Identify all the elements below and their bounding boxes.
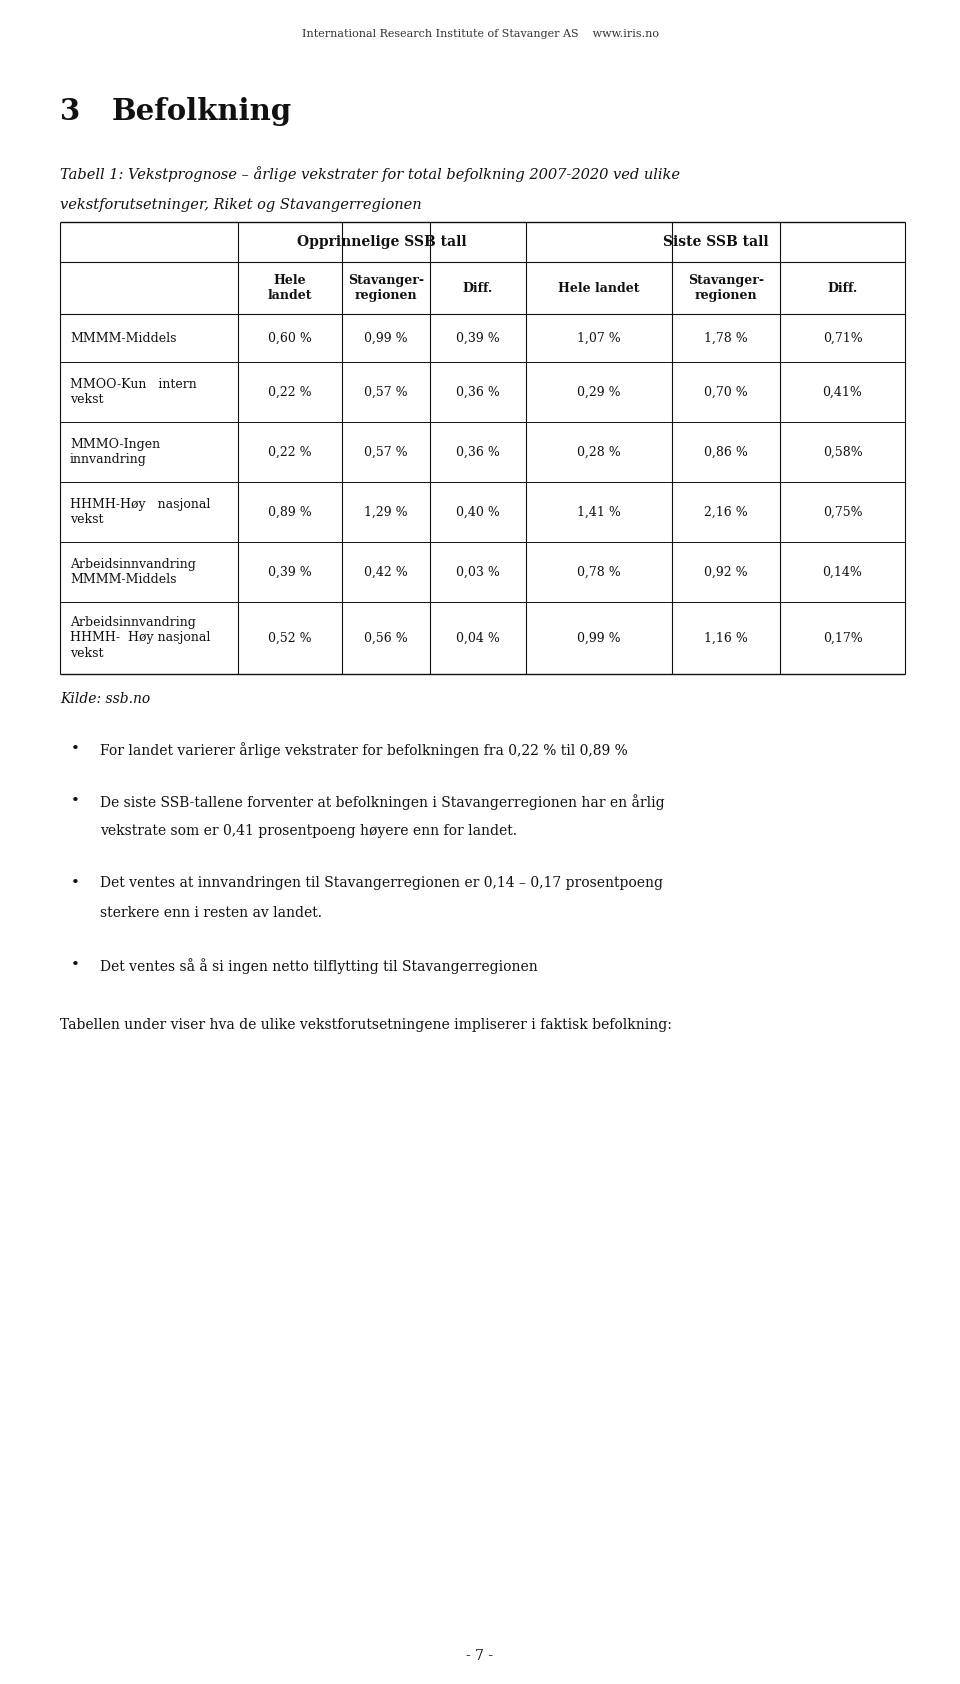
Text: 0,57 %: 0,57 % [364,386,408,399]
Text: 0,14%: 0,14% [823,566,862,579]
Text: 0,22 %: 0,22 % [268,446,312,458]
Text: 0,75%: 0,75% [823,505,862,519]
Text: Arbeidsinnvandring
MMMM-Middels: Arbeidsinnvandring MMMM-Middels [70,557,196,586]
Text: 0,42 %: 0,42 % [364,566,408,579]
Text: 0,04 %: 0,04 % [456,632,500,645]
Text: Tabellen under viser hva de ulike vekstforutsetningene impliserer i faktisk befo: Tabellen under viser hva de ulike vekstf… [60,1019,672,1032]
Text: 0,99 %: 0,99 % [364,332,408,345]
Text: 0,57 %: 0,57 % [364,446,408,458]
Text: 1,07 %: 1,07 % [577,332,621,345]
Text: 1,41 %: 1,41 % [577,505,621,519]
Text: vekstforutsetninger, Riket og Stavangerregionen: vekstforutsetninger, Riket og Stavangerr… [60,199,421,212]
Text: Tabell 1: Vekstprognose – årlige vekstrater for total befolkning 2007-2020 ved u: Tabell 1: Vekstprognose – årlige vekstra… [60,167,680,182]
Text: MMMO-Ingen
innvandring: MMMO-Ingen innvandring [70,438,160,466]
Text: 0,28 %: 0,28 % [577,446,621,458]
Text: •: • [71,876,80,891]
Text: 0,39 %: 0,39 % [456,332,500,345]
Text: Diff.: Diff. [828,281,857,295]
Text: vekstrate som er 0,41 prosentpoeng høyere enn for landet.: vekstrate som er 0,41 prosentpoeng høyer… [100,823,517,839]
Text: 0,36 %: 0,36 % [456,386,500,399]
Text: 0,29 %: 0,29 % [577,386,621,399]
Text: Stavanger-
regionen: Stavanger- regionen [348,274,424,301]
Text: 1,16 %: 1,16 % [704,632,748,645]
Text: Diff.: Diff. [463,281,493,295]
Text: Kilde: ssb.no: Kilde: ssb.no [60,692,151,706]
Text: Arbeidsinnvandring
HHMH-  Høy nasjonal
vekst: Arbeidsinnvandring HHMH- Høy nasjonal ve… [70,616,210,660]
Text: 0,78 %: 0,78 % [577,566,621,579]
Text: 0,60 %: 0,60 % [268,332,312,345]
Text: For landet varierer årlige vekstrater for befolkningen fra 0,22 % til 0,89 %: For landet varierer årlige vekstrater fo… [100,743,628,758]
Text: •: • [71,793,80,808]
Text: 0,89 %: 0,89 % [268,505,312,519]
Text: 0,56 %: 0,56 % [364,632,408,645]
Text: 3: 3 [60,98,81,126]
Text: Det ventes så å si ingen netto tilflytting til Stavangerregionen: Det ventes så å si ingen netto tilflytti… [100,958,538,973]
Text: 0,70 %: 0,70 % [704,386,748,399]
Text: 0,41%: 0,41% [823,386,862,399]
Text: 1,29 %: 1,29 % [364,505,408,519]
Text: 0,17%: 0,17% [823,632,862,645]
Text: 0,58%: 0,58% [823,446,862,458]
Text: Befolkning: Befolkning [112,98,292,126]
Text: International Research Institute of Stavanger AS    www.iris.no: International Research Institute of Stav… [301,29,659,39]
Text: Hele
landet: Hele landet [268,274,312,301]
Text: Hele landet: Hele landet [559,281,639,295]
Text: 0,40 %: 0,40 % [456,505,500,519]
Text: - 7 -: - 7 - [467,1649,493,1664]
Text: HHMH-Høy   nasjonal
vekst: HHMH-Høy nasjonal vekst [70,498,210,525]
Text: 0,39 %: 0,39 % [268,566,312,579]
Text: 0,71%: 0,71% [823,332,862,345]
Text: 0,52 %: 0,52 % [268,632,312,645]
Text: 0,92 %: 0,92 % [705,566,748,579]
Text: sterkere enn i resten av landet.: sterkere enn i resten av landet. [100,906,322,919]
Text: Siste SSB tall: Siste SSB tall [662,236,768,249]
Text: Opprinnelige SSB tall: Opprinnelige SSB tall [298,236,467,249]
Text: 1,78 %: 1,78 % [704,332,748,345]
Text: De siste SSB-tallene forventer at befolkningen i Stavangerregionen har en årlig: De siste SSB-tallene forventer at befolk… [100,793,664,810]
Text: 2,16 %: 2,16 % [704,505,748,519]
Text: Stavanger-
regionen: Stavanger- regionen [688,274,764,301]
Text: 0,22 %: 0,22 % [268,386,312,399]
Text: 0,03 %: 0,03 % [456,566,500,579]
Text: 0,86 %: 0,86 % [704,446,748,458]
Text: MMMM-Middels: MMMM-Middels [70,332,177,345]
Text: •: • [71,743,80,756]
Text: 0,36 %: 0,36 % [456,446,500,458]
Text: •: • [71,958,80,972]
Text: MMOO-Kun   intern
vekst: MMOO-Kun intern vekst [70,377,197,406]
Text: Det ventes at innvandringen til Stavangerregionen er 0,14 – 0,17 prosentpoeng: Det ventes at innvandringen til Stavange… [100,876,663,891]
Text: 0,99 %: 0,99 % [577,632,621,645]
